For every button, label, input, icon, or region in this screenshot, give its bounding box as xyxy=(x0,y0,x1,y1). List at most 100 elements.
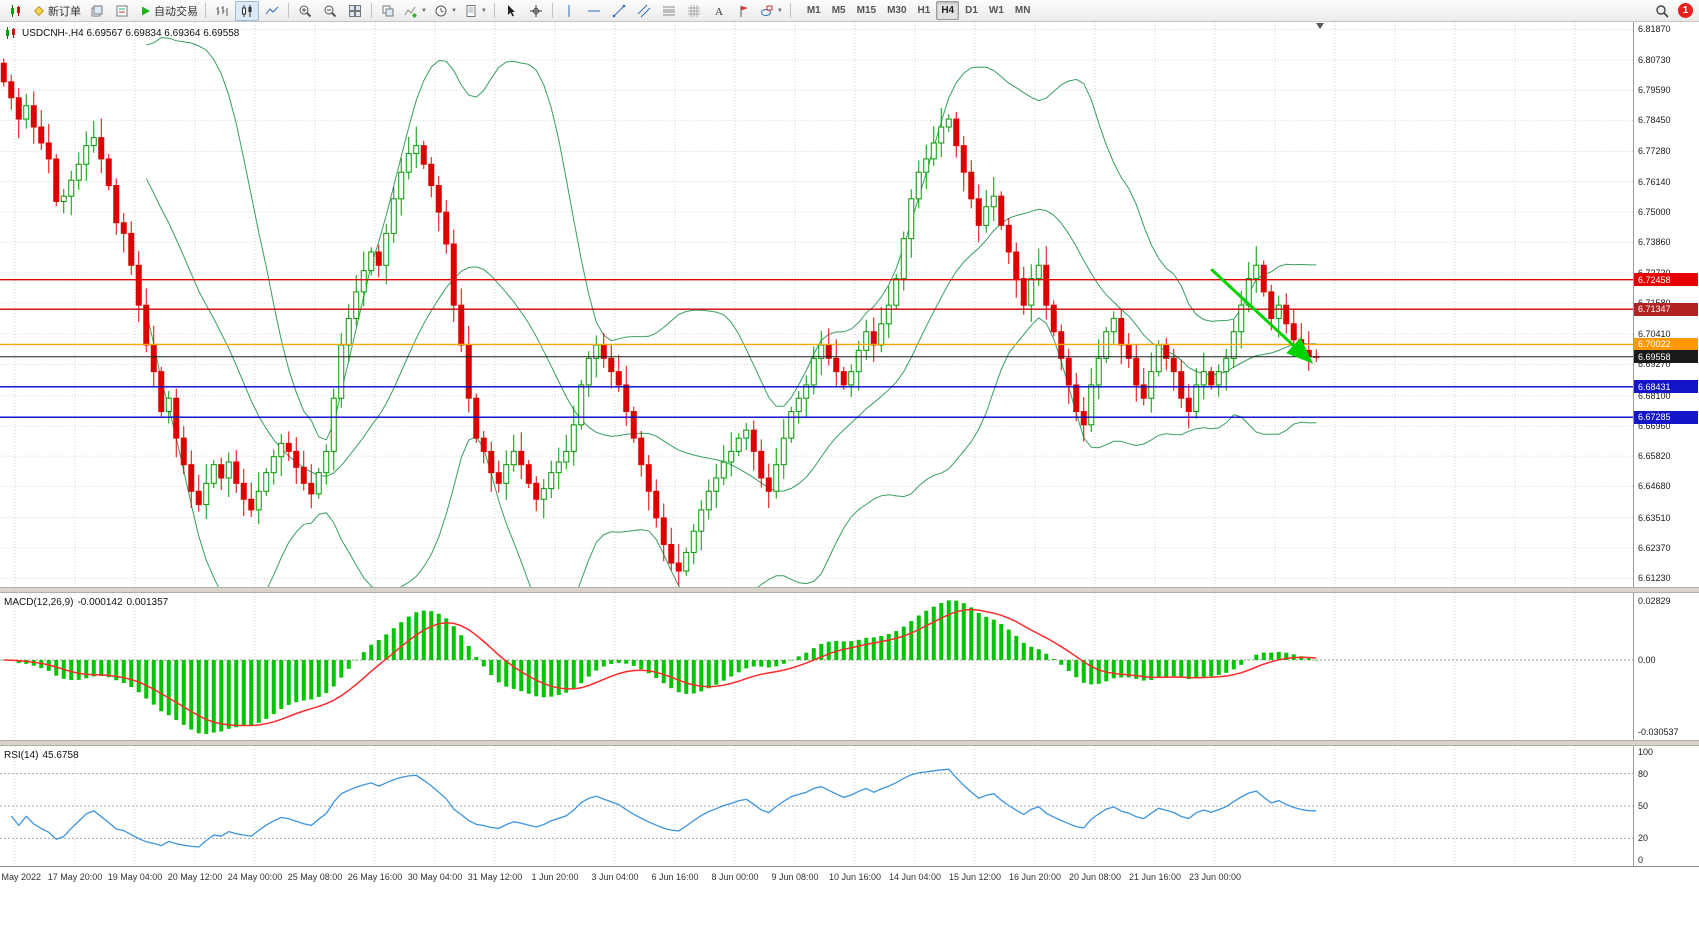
time-axis-label: 14 Jun 04:00 xyxy=(888,872,942,882)
vertical-line-button[interactable] xyxy=(557,1,581,21)
time-axis-label: 31 May 12:00 xyxy=(467,872,523,882)
macd-panel[interactable]: MACD(12,26,9) -0.000142 0.001357 xyxy=(0,593,1633,740)
timeframe-m30-button[interactable]: M30 xyxy=(887,5,907,16)
timeframe-w1-button[interactable]: W1 xyxy=(988,5,1004,16)
timeframe-m1-button[interactable]: M1 xyxy=(806,5,821,16)
dropdown-caret-icon: ▼ xyxy=(480,7,487,14)
time-axis-label: 20 Jun 08:00 xyxy=(1068,872,1122,882)
line-chart-button[interactable] xyxy=(260,1,284,21)
templates-button[interactable]: ▼ xyxy=(461,1,490,21)
timeframe-h1-button[interactable]: H1 xyxy=(917,5,931,16)
chart-shift-marker xyxy=(1316,23,1324,29)
timeframe-h4-button[interactable]: H4 xyxy=(936,1,960,20)
price-axis-label: 6.64680 xyxy=(1638,481,1671,492)
price-axis-label: 6.73860 xyxy=(1638,237,1671,248)
timeframe-mn-button[interactable]: MN xyxy=(1014,5,1031,16)
new-order-button[interactable]: 新订单 xyxy=(29,1,84,21)
grid-button[interactable] xyxy=(682,1,706,21)
toolbar-separator xyxy=(288,3,289,18)
chart-title-overlay: USDCNH-.H4 6.69567 6.69834 6.69364 6.695… xyxy=(4,26,239,40)
price-axis-label: 6.65820 xyxy=(1638,451,1671,462)
macd-title-overlay: MACD(12,26,9) -0.000142 0.001357 xyxy=(4,597,168,608)
shapes-button[interactable]: ▼ xyxy=(757,1,786,21)
time-axis-label: 17 May 20:00 xyxy=(47,872,103,882)
price-axis-label: 6.75000 xyxy=(1638,207,1671,218)
trendline-button[interactable] xyxy=(607,1,631,21)
fibonacci-button[interactable] xyxy=(657,1,681,21)
resistance-lower-badge: 6.71347 xyxy=(1634,302,1698,316)
trend-arrow-annotation xyxy=(1210,268,1314,364)
cursor-button[interactable] xyxy=(499,1,523,21)
candlestick-series xyxy=(0,58,1320,586)
toolbar-separator xyxy=(205,3,206,18)
rsi-plot[interactable] xyxy=(0,746,1633,866)
indicators-button[interactable]: ▼ xyxy=(401,1,430,21)
toolbar-separator xyxy=(493,3,495,18)
text-button[interactable]: A xyxy=(707,1,731,21)
price-axis-label: 6.70410 xyxy=(1638,329,1671,340)
equidistant-channel-button[interactable] xyxy=(632,1,656,21)
horizontal-line-button[interactable] xyxy=(582,1,606,21)
chart-profiles-button[interactable] xyxy=(85,1,109,21)
rsi-value: 45.6758 xyxy=(42,750,79,761)
timeframe-m15-button[interactable]: M15 xyxy=(856,5,877,16)
main-chart-panel[interactable]: USDCNH-.H4 6.69567 6.69834 6.69364 6.695… xyxy=(0,22,1633,587)
time-axis-label: 16 May 2022 xyxy=(0,872,42,882)
price-axis-label: 6.81870 xyxy=(1638,24,1671,35)
support-upper-badge: 6.68431 xyxy=(1634,380,1698,394)
new-order-button-label: 新订单 xyxy=(48,5,81,18)
crosshair-button[interactable] xyxy=(524,1,548,21)
price-axis-label: 6.63510 xyxy=(1638,512,1671,523)
support-lower-badge: 6.67285 xyxy=(1634,410,1698,424)
arrow-label-button[interactable] xyxy=(732,1,756,21)
time-axis-label: 15 Jun 12:00 xyxy=(948,872,1002,882)
price-axis-label: 6.66960 xyxy=(1638,420,1671,431)
price-axis-label: 6.76140 xyxy=(1638,176,1671,187)
timeframe-bar: M1 M5 M15 M30 H1 H4 D1 W1 MN xyxy=(802,1,1036,20)
rsi-axis-label: 20 xyxy=(1638,833,1649,844)
dropdown-caret-icon: ▼ xyxy=(421,7,427,14)
rsi-axis-label: 0 xyxy=(1638,855,1644,865)
main-chart-plot[interactable] xyxy=(0,22,1633,587)
time-axis-label: 16 Jun 20:00 xyxy=(1008,872,1062,882)
macd-value-signal: 0.001357 xyxy=(126,597,169,608)
auto-arrange-button[interactable] xyxy=(376,1,400,21)
zoom-out-button[interactable] xyxy=(318,1,342,21)
market-watch-button[interactable] xyxy=(110,1,134,21)
toolbar-items: 新订单 自动交易 ▼ ▼ ▼ A ▼ xyxy=(4,0,794,21)
time-axis-label: 19 May 04:00 xyxy=(107,872,163,882)
dropdown-caret-icon: ▼ xyxy=(776,7,783,14)
rsi-axis-label: 100 xyxy=(1638,747,1654,757)
search-button[interactable] xyxy=(1650,1,1674,21)
macd-splitter[interactable] xyxy=(0,587,1699,593)
macd-histogram xyxy=(1,600,1319,734)
zoom-in-button[interactable] xyxy=(293,1,317,21)
time-axis-label: 9 Jun 08:00 xyxy=(771,872,819,882)
time-axis-label: 1 Jun 20:00 xyxy=(531,872,579,882)
timeframe-m5-button[interactable]: M5 xyxy=(831,5,846,16)
chart-thumbnail-icon xyxy=(4,1,28,21)
rsi-panel[interactable]: RSI(14) 45.6758 xyxy=(0,746,1633,866)
time-axis-label: 6 Jun 16:00 xyxy=(651,872,699,882)
macd-axis-label: 0.00 xyxy=(1638,655,1656,665)
rsi-axis-label: 80 xyxy=(1638,768,1649,779)
price-axis-label: 6.78450 xyxy=(1638,115,1671,126)
candlestick-chart-button[interactable] xyxy=(235,0,259,21)
tile-windows-button[interactable] xyxy=(343,1,367,21)
autotrade-button[interactable]: 自动交易 xyxy=(135,1,201,21)
rsi-axis-label: 50 xyxy=(1638,801,1649,811)
rsi-label: RSI(14) xyxy=(4,750,39,761)
price-axis-label: 6.69270 xyxy=(1638,359,1671,370)
macd-plot[interactable] xyxy=(0,593,1633,740)
time-axis-label: 10 Jun 16:00 xyxy=(828,872,882,882)
notification-badge[interactable]: 1 xyxy=(1678,3,1693,18)
periods-button[interactable]: ▼ xyxy=(431,1,460,21)
price-axis[interactable]: 6.81870 6.80730 6.79590 6.78450 6.77280 6.761… xyxy=(1633,22,1699,890)
time-axis[interactable]: 16 May 2022 17 May 20:00 19 May 04:00 20 Ma… xyxy=(0,866,1699,890)
timeframe-d1-button[interactable]: D1 xyxy=(965,5,978,16)
autotrade-button-label: 自动交易 xyxy=(154,5,198,18)
bar-chart-button[interactable] xyxy=(210,1,234,21)
price-axis-label: 6.61230 xyxy=(1638,573,1671,584)
toolbar-right: 1 xyxy=(1650,1,1695,21)
rsi-splitter[interactable] xyxy=(0,740,1699,746)
